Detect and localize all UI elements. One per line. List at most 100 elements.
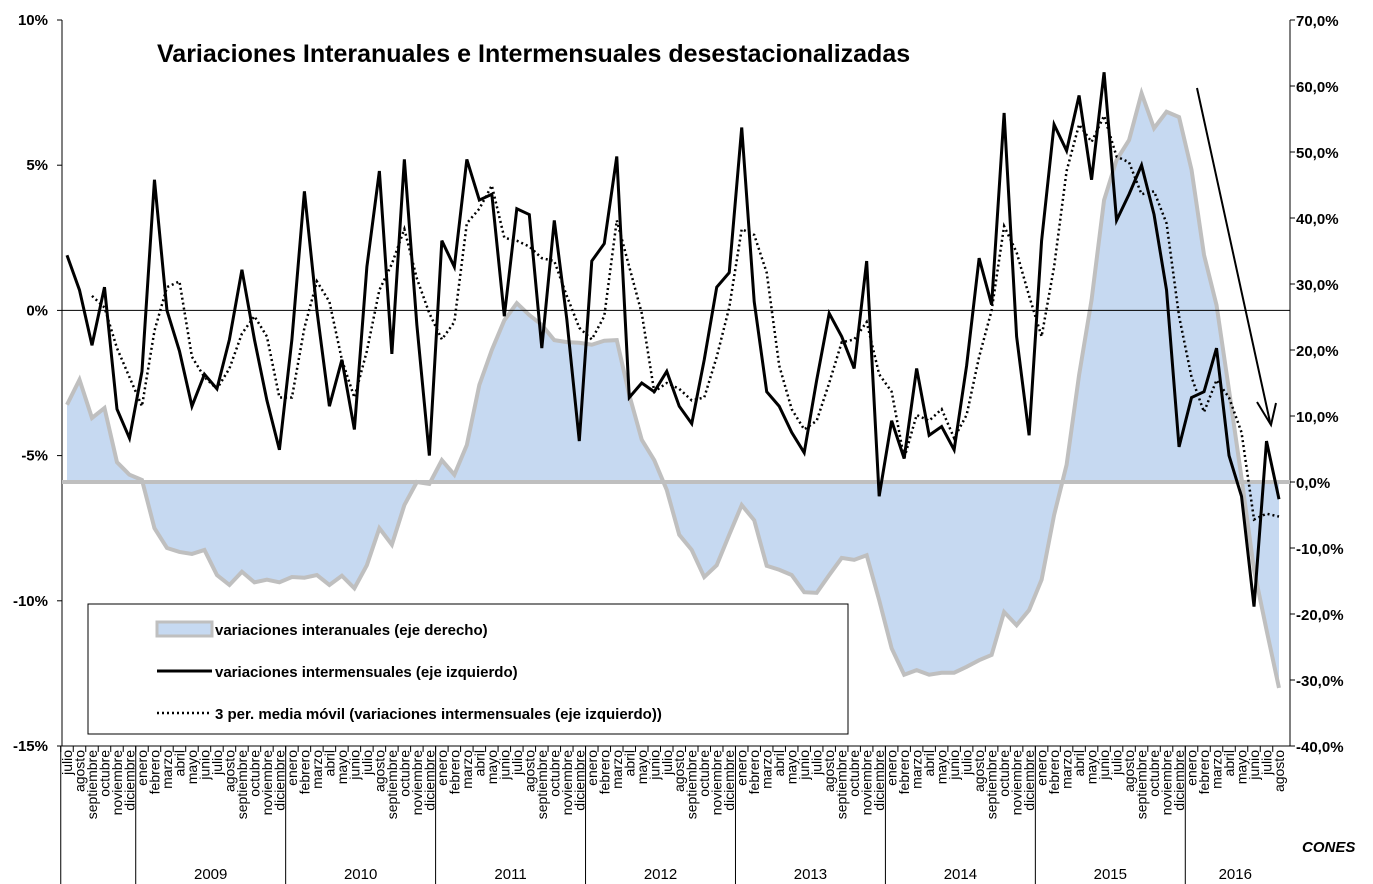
x-tick-label: julio	[1259, 750, 1275, 776]
x-tick-label: octubre	[96, 750, 112, 797]
y-tick-label: 5%	[26, 157, 48, 174]
x-tick-label: septiembre	[534, 750, 550, 819]
legend-label: variaciones intermensuales (eje izquierd…	[215, 664, 518, 681]
x-tick-label: marzo	[159, 750, 175, 789]
y2-tick-label: 60,0%	[1296, 79, 1339, 96]
y2-tick-label: 0,0%	[1296, 475, 1330, 492]
year-label: 2011	[494, 866, 526, 883]
x-tick-label: agosto	[371, 750, 387, 792]
x-tick-label: febrero	[146, 750, 162, 795]
x-tick-label: enero	[884, 750, 900, 786]
area-fill	[67, 93, 1279, 688]
x-tick-label: octubre	[696, 750, 712, 797]
series-line	[65, 72, 1281, 607]
x-tick-label: junio	[1246, 750, 1262, 781]
x-tick-label: agosto	[1271, 750, 1287, 792]
x-tick-label: julio	[1109, 750, 1125, 776]
x-tick-label: septiembre	[84, 750, 100, 819]
x-tick-label: diciembre	[121, 750, 137, 811]
x-tick-label: noviembre	[259, 750, 275, 816]
x-tick-label: abril	[1221, 750, 1237, 776]
y-tick-label: -15%	[13, 738, 48, 755]
x-tick-label: junio	[196, 750, 212, 781]
x-tick-label: marzo	[1209, 750, 1225, 789]
x-tick-label: abril	[471, 750, 487, 776]
y2-tick-label: 10,0%	[1296, 409, 1339, 426]
x-tick-label: septiembre	[234, 750, 250, 819]
x-tick-label: enero	[134, 750, 150, 786]
x-tick-label: marzo	[1059, 750, 1075, 789]
x-tick-label: marzo	[909, 750, 925, 789]
x-tick-label: enero	[1184, 750, 1200, 786]
x-tick-label: enero	[434, 750, 450, 786]
x-tick-label: septiembre	[834, 750, 850, 819]
x-tick-label: septiembre	[984, 750, 1000, 819]
x-tick-label: junio	[496, 750, 512, 781]
year-label: 2015	[1094, 866, 1127, 883]
y2-tick-label: -10,0%	[1296, 541, 1344, 558]
x-tick-label: mayo	[1084, 750, 1100, 784]
chart-title: Variaciones Interanuales e Intermensuale…	[157, 40, 910, 68]
x-tick-label: octubre	[846, 750, 862, 797]
x-tick-label: julio	[359, 750, 375, 776]
x-tick-label: diciembre	[1021, 750, 1037, 811]
x-tick-label: julio	[509, 750, 525, 776]
x-tick-label: julio	[59, 750, 75, 776]
plot-area: -15% -10% -5% 0% 5% 10% -40,0% -30,0% -20,0% -10,…	[13, 12, 1344, 884]
moving-average-line	[91, 112, 1280, 522]
x-tick-label: julio	[809, 750, 825, 776]
x-tick-label: noviembre	[1159, 750, 1175, 816]
x-tick-label: mayo	[1234, 750, 1250, 784]
x-tick-label: febrero	[896, 750, 912, 795]
x-tick-label: enero	[284, 750, 300, 786]
x-tick-label: agosto	[521, 750, 537, 792]
x-tick-label: noviembre	[109, 750, 125, 816]
x-tick-label: diciembre	[721, 750, 737, 811]
x-tick-label: junio	[946, 750, 962, 781]
y-tick-label: 10%	[18, 12, 48, 29]
x-tick-label: febrero	[296, 750, 312, 795]
x-tick-label: abril	[321, 750, 337, 776]
x-tick-label: agosto	[971, 750, 987, 792]
y2-tick-label: 50,0%	[1296, 145, 1339, 162]
x-tick-label: agosto	[671, 750, 687, 792]
legend-label: 3 per. media móvil (variaciones intermen…	[215, 706, 662, 723]
y2-tick-label: -40,0%	[1296, 739, 1344, 756]
year-label: 2016	[1219, 866, 1252, 883]
x-tick-label: mayo	[184, 750, 200, 784]
x-tick-label: julio	[209, 750, 225, 776]
y2-tick-label: 70,0%	[1296, 13, 1339, 30]
x-tick-label: junio	[1096, 750, 1112, 781]
legend-entries: variaciones interanuales (eje derecho) va…	[155, 620, 662, 723]
x-tick-label: junio	[796, 750, 812, 781]
y2-tick-label: -20,0%	[1296, 607, 1344, 624]
x-tick-label: marzo	[759, 750, 775, 789]
y2-tick-label: 20,0%	[1296, 343, 1339, 360]
x-tick-label: febrero	[746, 750, 762, 795]
year-label: 2010	[344, 866, 377, 883]
x-tick-label: diciembre	[571, 750, 587, 811]
x-tick-label: diciembre	[871, 750, 887, 811]
x-tick-label: mayo	[784, 750, 800, 784]
x-tick-label: agosto	[821, 750, 837, 792]
x-tick-label: marzo	[609, 750, 625, 789]
year-label: 2012	[644, 866, 677, 883]
x-tick-label: octubre	[546, 750, 562, 797]
y2-tick-label: -30,0%	[1296, 673, 1344, 690]
x-tick-label: marzo	[309, 750, 325, 789]
legend	[87, 603, 849, 735]
x-tick-label: noviembre	[559, 750, 575, 816]
x-tick-label: diciembre	[421, 750, 437, 811]
x-tick-label: abril	[921, 750, 937, 776]
legend-swatch	[155, 620, 214, 638]
area-edge	[65, 86, 1281, 689]
x-tick-label: agosto	[1121, 750, 1137, 792]
x-tick-label: abril	[621, 750, 637, 776]
x-tick-label: febrero	[596, 750, 612, 795]
x-tick-label: febrero	[1196, 750, 1212, 795]
y2-tick-label: 30,0%	[1296, 277, 1339, 294]
x-tick-label: abril	[771, 750, 787, 776]
x-tick-label: junio	[646, 750, 662, 781]
arrow-head	[1256, 401, 1277, 428]
